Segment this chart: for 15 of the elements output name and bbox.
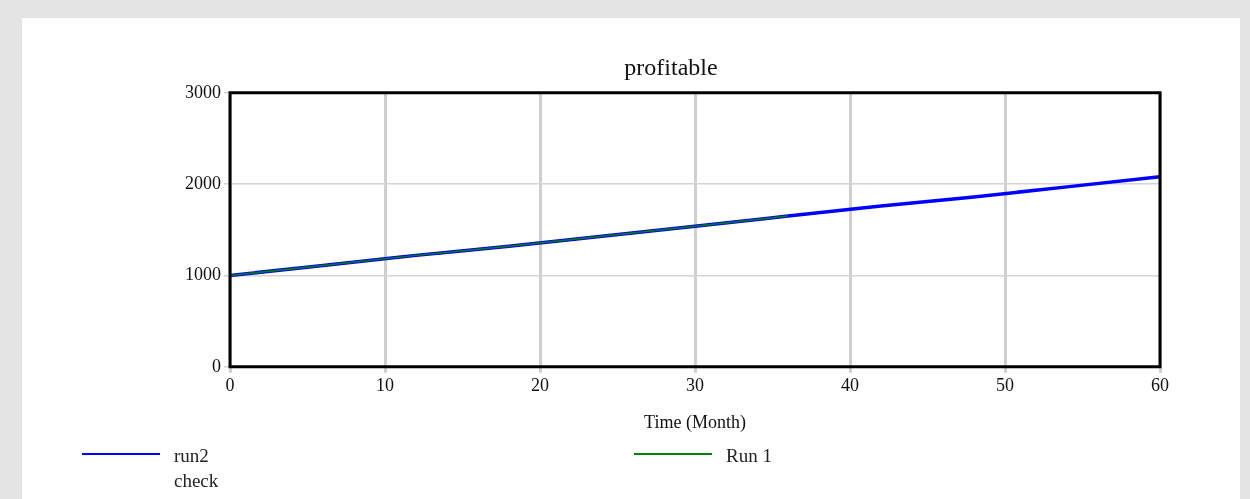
x-tick-label: 60 (1151, 375, 1169, 396)
x-tick-label: 20 (531, 375, 549, 396)
y-tick-label: 0 (212, 355, 221, 376)
x-axis-title: Time (Month) (644, 411, 746, 433)
legend-label: Run 1 (726, 444, 772, 468)
y-tick-label: 3000 (185, 81, 221, 102)
y-tick-label: 2000 (185, 172, 221, 193)
legend-label: run2 check (174, 444, 219, 493)
x-tick-label: 0 (225, 375, 235, 396)
x-tick-label: 10 (376, 375, 394, 396)
y-tick-label: 1000 (185, 264, 221, 285)
x-tick-label: 50 (996, 375, 1014, 396)
chart-title: profitable (624, 53, 718, 80)
x-tick-label: 30 (686, 375, 704, 396)
x-tick-label: 40 (841, 375, 859, 396)
